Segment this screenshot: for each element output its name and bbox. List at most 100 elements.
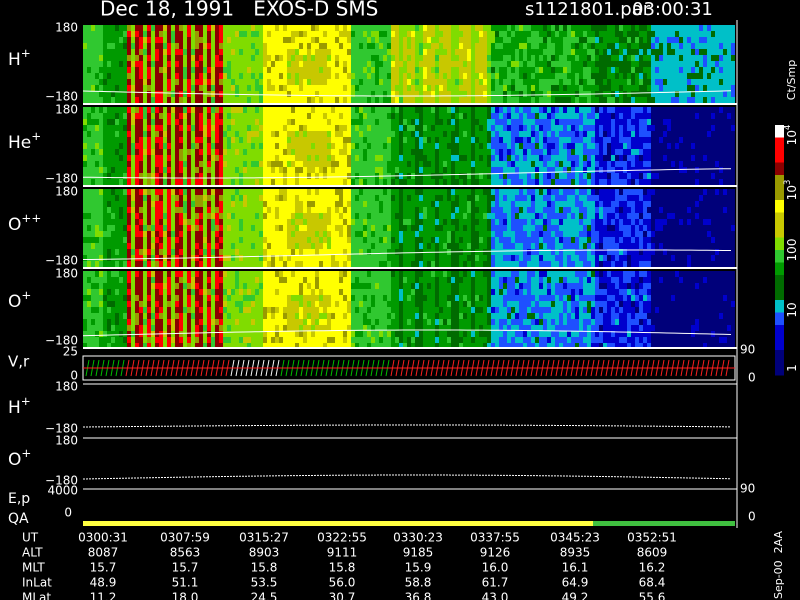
spectrogram-cell <box>655 119 659 125</box>
spectrogram-cell <box>195 143 199 149</box>
spectrogram-cell <box>575 37 579 43</box>
spectrogram-cell <box>715 137 719 143</box>
spectrogram-cell <box>407 113 411 119</box>
spectrogram-cell <box>499 179 503 185</box>
spectrogram-cell <box>251 61 255 67</box>
spectrogram-cell <box>435 67 439 73</box>
spectrogram-cell <box>363 85 367 91</box>
spectrogram-cell <box>247 25 251 31</box>
spectrogram-cell <box>667 131 671 137</box>
spectrogram-cell <box>419 113 423 119</box>
spectrogram-cell <box>243 167 247 173</box>
spectrogram-cell <box>187 119 191 125</box>
spectrogram-cell <box>211 85 215 91</box>
spectrogram-cell <box>95 49 99 55</box>
spectrogram-cell <box>367 31 371 37</box>
spectrogram-cell <box>663 67 667 73</box>
spectrogram-cell <box>447 167 451 173</box>
spectrogram-cell <box>119 55 123 61</box>
spectrogram-cell <box>399 79 403 85</box>
spectrogram-cell <box>699 179 703 185</box>
spectrogram-cell <box>731 125 735 131</box>
spectrogram-cell <box>347 91 351 97</box>
spectrogram-cell <box>419 143 423 149</box>
spectrogram-cell <box>131 207 135 213</box>
spectrogram-cell <box>127 195 131 201</box>
spectrogram-cell <box>211 219 215 225</box>
spectrogram-cell <box>531 91 535 97</box>
spectrogram-cell <box>399 119 403 125</box>
spectrogram-cell <box>251 25 255 31</box>
spectrogram-cell <box>167 55 171 61</box>
spectrogram-cell <box>407 73 411 79</box>
spectrogram-cell <box>147 155 151 161</box>
spectrogram-cell <box>331 61 335 67</box>
spectrogram-cell <box>475 25 479 31</box>
spectrogram-cell <box>315 73 319 79</box>
spectrogram-cell <box>215 213 219 219</box>
spectrogram-cell <box>451 31 455 37</box>
spectrogram-cell <box>111 143 115 149</box>
spectrogram-cell <box>315 137 319 143</box>
spectrogram-cell <box>531 131 535 137</box>
spectrogram-cell <box>583 43 587 49</box>
spectrogram-cell <box>283 31 287 37</box>
spectrogram-cell <box>587 67 591 73</box>
spectrogram-cell <box>379 149 383 155</box>
spectrogram-cell <box>607 155 611 161</box>
spectrogram-cell <box>679 125 683 131</box>
spectrogram-cell <box>567 167 571 173</box>
spectrogram-cell <box>715 131 719 137</box>
spectrogram-cell <box>575 143 579 149</box>
spectrogram-cell <box>199 137 203 143</box>
spectrogram-cell <box>607 161 611 167</box>
spectrogram-cell <box>271 225 275 231</box>
spectrogram-cell <box>211 137 215 143</box>
spectrogram-cell <box>203 261 207 267</box>
spectrogram-cell <box>95 219 99 225</box>
spectrogram-cell <box>275 131 279 137</box>
spectrogram-cell <box>635 55 639 61</box>
spectrogram-cell <box>727 167 731 173</box>
spectrogram-cell <box>723 179 727 185</box>
spectrogram-cell <box>303 225 307 231</box>
spectrogram-cell <box>387 131 391 137</box>
spectrogram-cell <box>631 107 635 113</box>
spectrogram-cell <box>623 91 627 97</box>
spectrogram-cell <box>311 155 315 161</box>
spectrogram-cell <box>467 131 471 137</box>
spectrogram-cell <box>699 79 703 85</box>
spectrogram-cell <box>335 37 339 43</box>
spectrogram-cell <box>267 91 271 97</box>
spectrogram-cell <box>587 31 591 37</box>
spectrogram-cell <box>267 79 271 85</box>
spectrogram-cell <box>271 137 275 143</box>
spectrogram-cell <box>131 37 135 43</box>
spectrogram-cell <box>403 91 407 97</box>
spectrogram-cell <box>683 31 687 37</box>
spectrogram-cell <box>239 231 243 237</box>
spectrogram-cell <box>551 161 555 167</box>
spectrogram-cell <box>107 161 111 167</box>
panel-label-base: He <box>8 133 31 153</box>
spectrogram-cell <box>535 55 539 61</box>
spectrogram-cell <box>279 113 283 119</box>
spectrogram-cell <box>551 131 555 137</box>
spectrogram-cell <box>203 55 207 61</box>
spectrogram-cell <box>271 189 275 195</box>
spectrogram-cell <box>247 43 251 49</box>
spectrogram-cell <box>163 225 167 231</box>
spectrogram-cell <box>647 55 651 61</box>
spectrogram-cell <box>715 173 719 179</box>
spectrogram-cell <box>519 85 523 91</box>
spectrogram-cell <box>383 179 387 185</box>
spectrogram-cell <box>103 255 107 261</box>
spectrogram-cell <box>231 113 235 119</box>
spectrogram-cell <box>207 25 211 31</box>
spectrogram-cell <box>215 243 219 249</box>
spectrogram-cell <box>111 119 115 125</box>
spectrogram-cell <box>475 137 479 143</box>
spectrogram-cell <box>127 91 131 97</box>
spectrogram-cell <box>547 49 551 55</box>
spectrogram-cell <box>415 37 419 43</box>
